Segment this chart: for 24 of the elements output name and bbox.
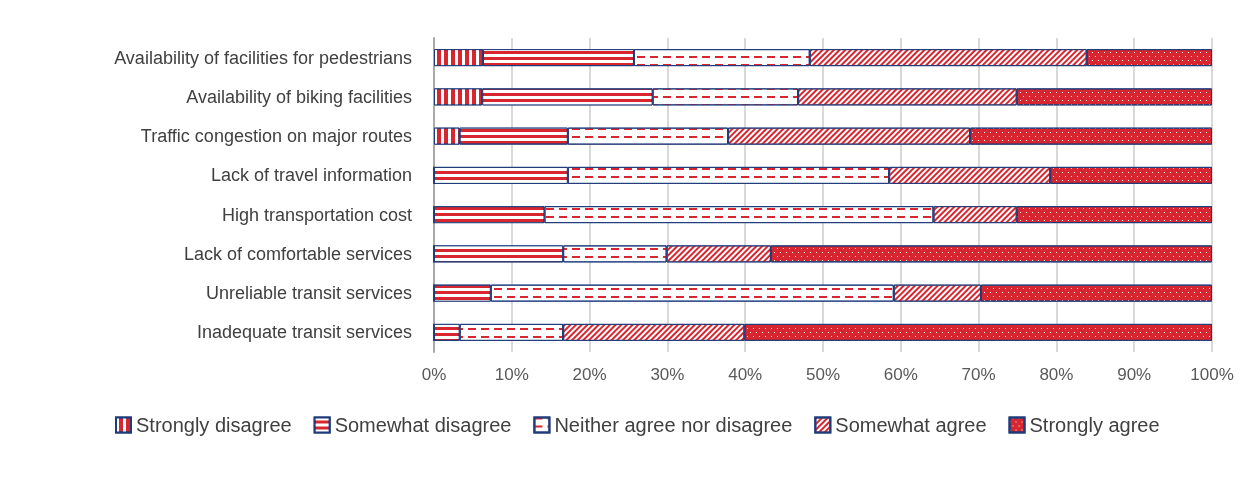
x-tick-label: 80% xyxy=(1039,365,1074,384)
y-tick-label: Unreliable transit services xyxy=(205,283,412,304)
y-tick-label: Lack of travel information xyxy=(210,165,412,186)
legend-label: Strongly agree xyxy=(1029,414,1160,436)
x-tick-label: 0% xyxy=(421,365,447,384)
y-tick-label: Inadequate transit services xyxy=(196,322,412,343)
y-tick-label: Availability of biking facilities xyxy=(186,86,412,107)
legend-label: Neither agree nor disagree xyxy=(554,414,793,436)
x-tick-label: 40% xyxy=(728,365,763,384)
legend-label: Strongly disagree xyxy=(136,414,292,436)
x-tick-label: 90% xyxy=(1117,365,1152,384)
x-tick-label: 50% xyxy=(805,365,841,384)
legend-label: Somewhat disagree xyxy=(334,414,512,436)
x-tick-label: 100% xyxy=(1190,365,1234,384)
y-tick-label: Lack of comfortable services xyxy=(183,243,412,264)
x-tick-label: 30% xyxy=(650,365,685,384)
x-tick-label: 20% xyxy=(572,365,607,384)
y-tick-label: Availability of facilities for pedestrians xyxy=(114,47,412,68)
x-tick-label: 10% xyxy=(494,365,529,384)
legend-label: Somewhat agree xyxy=(835,414,987,436)
y-tick-label: High transportation cost xyxy=(221,204,412,225)
x-tick-label: 60% xyxy=(883,365,918,384)
y-tick-label: Traffic congestion on major routes xyxy=(140,126,412,147)
x-tick-label: 70% xyxy=(961,365,996,384)
